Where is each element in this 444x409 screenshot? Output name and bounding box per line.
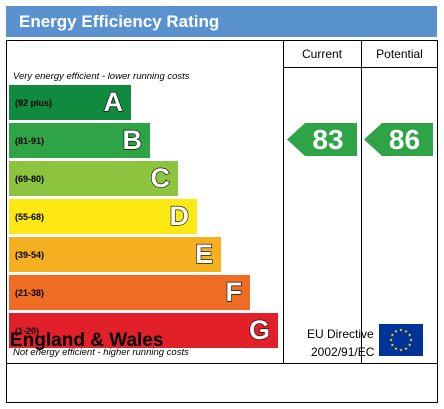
potential-rating-value: 86: [388, 123, 421, 155]
eu-star: [409, 338, 413, 342]
band-e: (39-54) E: [9, 237, 221, 272]
band-range-label: (92 plus): [15, 97, 53, 108]
band-b: (81-91) B: [9, 123, 150, 158]
eu-star: [390, 333, 395, 337]
eu-star: [404, 329, 408, 333]
band-letter: F: [225, 276, 243, 307]
footer-rule: [7, 363, 437, 364]
band-c: (69-80) C: [9, 161, 178, 196]
directive-line-1: EU Directive: [307, 327, 374, 341]
band-range-label: (1-20): [15, 325, 40, 336]
eu-star: [390, 343, 395, 347]
eu-stars-icon: [389, 328, 413, 352]
band-a: (92 plus) A: [9, 85, 131, 120]
band-g: (1-20) G: [9, 313, 278, 348]
eu-star: [404, 346, 408, 351]
column-header-rule: [283, 67, 437, 68]
current-rating-value: 83: [312, 123, 344, 155]
divider-current: [283, 41, 284, 363]
band-d: (55-68) D: [9, 199, 197, 234]
potential-rating-arrow: 86: [364, 123, 433, 156]
eu-star: [389, 338, 393, 342]
divider-potential: [361, 41, 362, 363]
eu-star: [399, 348, 403, 352]
current-rating-arrow: 83: [287, 123, 357, 156]
band-letter: B: [122, 124, 143, 155]
chart-title: Energy Efficiency Rating: [6, 6, 437, 37]
rating-chart: Current Potential Very energy efficient …: [6, 40, 438, 403]
directive-line-2: 2002/91/EC: [311, 345, 375, 359]
band-range-label: (55-68): [15, 211, 45, 222]
band-range-label: (69-80): [15, 173, 45, 184]
eu-star: [407, 343, 412, 347]
column-potential-label: Potential: [376, 47, 423, 61]
band-letter: C: [150, 162, 171, 193]
eu-star: [399, 328, 403, 332]
eu-star: [394, 329, 398, 333]
note-efficient: Very energy efficient - lower running co…: [13, 71, 190, 82]
band-range-label: (39-54): [15, 249, 45, 260]
band-range-label: (21-38): [15, 287, 45, 298]
region-label: England & Wales: [10, 330, 164, 351]
eu-star: [394, 346, 398, 351]
band-range-label: (81-91): [15, 135, 45, 146]
eu-star: [407, 333, 412, 337]
band-letter: G: [248, 314, 270, 345]
column-current-label: Current: [301, 47, 342, 61]
eu-flag: [379, 324, 423, 356]
note-inefficient: Not energy efficient - higher running co…: [13, 347, 189, 358]
band-letter: D: [169, 200, 190, 231]
band-letter: E: [194, 238, 213, 269]
band-f: (21-38) F: [9, 275, 250, 310]
band-letter: A: [103, 86, 124, 117]
